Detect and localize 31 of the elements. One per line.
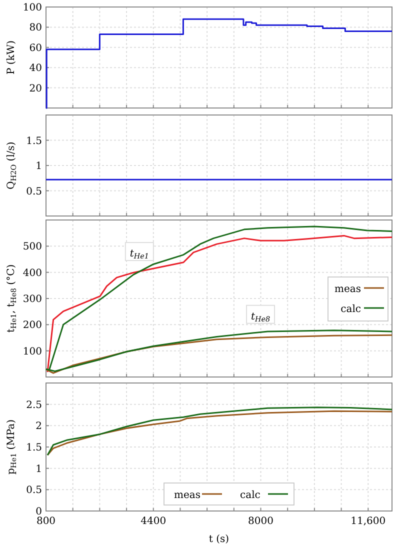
y-tick-label: 40 xyxy=(29,63,42,74)
x-tick-label: 11,600 xyxy=(350,516,386,527)
y-tick-label: 200 xyxy=(22,320,42,332)
x-tick-label: 8000 xyxy=(248,516,274,527)
y-tick-label: 0.5 xyxy=(26,186,42,198)
y-tick-label: 80 xyxy=(29,22,42,34)
legend-label: meas xyxy=(174,490,200,501)
y-tick-label: 0 xyxy=(36,506,42,518)
x-tick-label: 4400 xyxy=(140,516,166,527)
y-tick-label: 0.5 xyxy=(26,485,42,496)
y-tick-label: 500 xyxy=(22,242,42,253)
y-tick-label: 100 xyxy=(22,346,42,358)
legend-label: meas xyxy=(334,284,361,295)
y-tick-label: 300 xyxy=(22,294,42,305)
y-tick-label: 1 xyxy=(36,464,42,475)
y-tick-label: 2 xyxy=(36,421,42,432)
y-tick-label: 20 xyxy=(29,83,42,94)
legend-label: calc xyxy=(240,490,261,501)
x-tick-label: 800 xyxy=(36,516,56,527)
y-tick-label: 60 xyxy=(29,42,42,54)
y-tick-label: 2.5 xyxy=(26,400,42,411)
x-axis-title: t (s) xyxy=(208,534,230,545)
legend-label: calc xyxy=(340,304,362,315)
y-axis-title: P (kW) xyxy=(6,40,17,75)
annotation: t$_{He1}$ xyxy=(130,248,149,260)
y-tick-label: 1.5 xyxy=(26,442,42,454)
y-tick-label: 100 xyxy=(22,2,42,14)
y-tick-label: 400 xyxy=(22,268,42,279)
y-tick-label: 1.5 xyxy=(26,136,42,147)
annotation: t$_{He8}$ xyxy=(250,311,270,324)
y-tick-label: 1 xyxy=(36,161,42,172)
